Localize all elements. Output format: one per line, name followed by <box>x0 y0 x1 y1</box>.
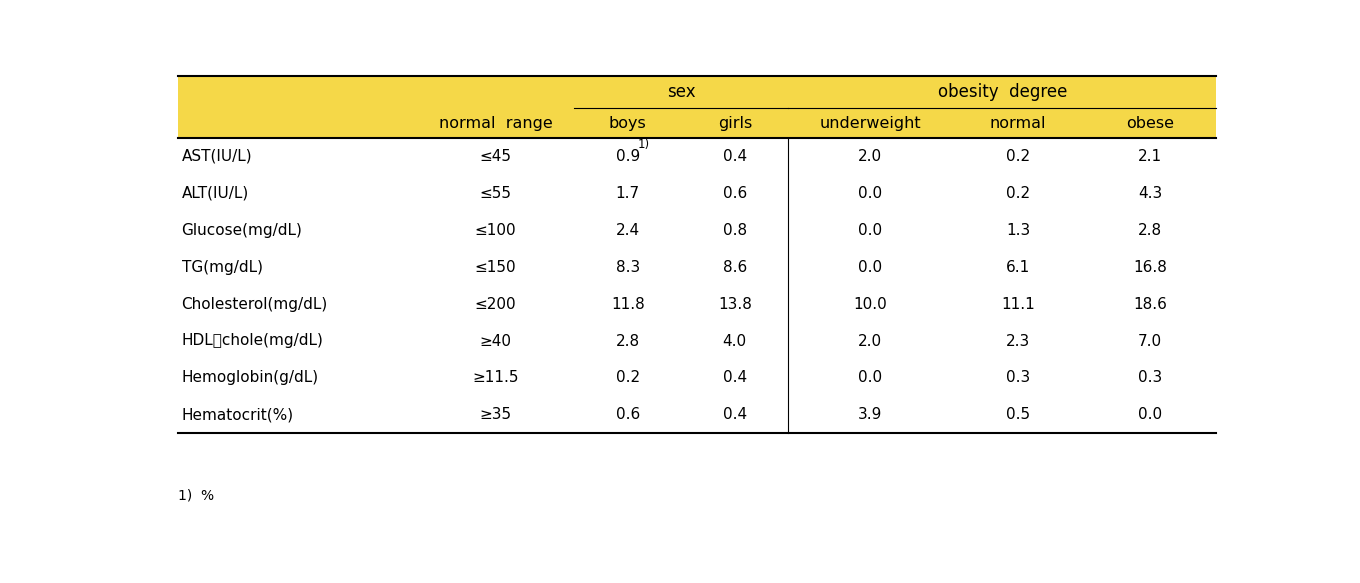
Text: ≤100: ≤100 <box>475 223 517 238</box>
Text: 0.2: 0.2 <box>1006 149 1030 164</box>
Text: ALT(IU/L): ALT(IU/L) <box>182 185 249 201</box>
Text: 8.6: 8.6 <box>722 259 747 275</box>
Text: 0.6: 0.6 <box>722 185 747 201</box>
Text: 0.3: 0.3 <box>1138 370 1163 385</box>
Text: Glucose(mg/dL): Glucose(mg/dL) <box>182 223 302 238</box>
Text: sex: sex <box>666 83 695 101</box>
Text: ≥11.5: ≥11.5 <box>472 370 520 385</box>
Bar <box>178 248 1216 286</box>
Text: 0.0: 0.0 <box>1138 408 1163 423</box>
Text: TG(mg/dL): TG(mg/dL) <box>182 259 262 275</box>
Text: 0.3: 0.3 <box>1006 370 1030 385</box>
Text: ≤200: ≤200 <box>475 297 517 311</box>
Text: 0.4: 0.4 <box>722 149 747 164</box>
Text: 1.7: 1.7 <box>616 185 639 201</box>
Text: 0.9: 0.9 <box>616 149 641 164</box>
Text: 0.0: 0.0 <box>858 185 883 201</box>
Text: 0.8: 0.8 <box>722 223 747 238</box>
Text: HDL－chole(mg/dL): HDL－chole(mg/dL) <box>182 333 324 349</box>
Text: 0.0: 0.0 <box>858 259 883 275</box>
Text: Hemoglobin(g/dL): Hemoglobin(g/dL) <box>182 370 318 385</box>
Bar <box>178 76 1216 138</box>
Text: 10.0: 10.0 <box>853 297 887 311</box>
Text: 3.9: 3.9 <box>858 408 883 423</box>
Text: 0.2: 0.2 <box>616 370 639 385</box>
Text: obese: obese <box>1126 115 1174 131</box>
Text: 2.4: 2.4 <box>616 223 639 238</box>
Text: AST(IU/L): AST(IU/L) <box>182 149 252 164</box>
Text: 0.0: 0.0 <box>858 223 883 238</box>
Text: Hematocrit(%): Hematocrit(%) <box>182 408 294 423</box>
Text: 0.5: 0.5 <box>1006 408 1030 423</box>
Bar <box>178 322 1216 360</box>
Text: 2.0: 2.0 <box>858 333 883 349</box>
Bar <box>178 286 1216 322</box>
Text: 11.1: 11.1 <box>1001 297 1035 311</box>
Text: boys: boys <box>609 115 646 131</box>
Bar <box>178 396 1216 433</box>
Bar <box>178 138 1216 175</box>
Text: 0.2: 0.2 <box>1006 185 1030 201</box>
Text: ≥35: ≥35 <box>480 408 511 423</box>
Text: 2.8: 2.8 <box>1138 223 1163 238</box>
Text: 1.3: 1.3 <box>1006 223 1030 238</box>
Text: 0.4: 0.4 <box>722 370 747 385</box>
Text: 6.1: 6.1 <box>1006 259 1030 275</box>
Text: 2.3: 2.3 <box>1006 333 1030 349</box>
Text: normal  range: normal range <box>439 115 552 131</box>
Text: 0.0: 0.0 <box>858 370 883 385</box>
Text: Cholesterol(mg/dL): Cholesterol(mg/dL) <box>182 297 328 311</box>
Text: 8.3: 8.3 <box>616 259 641 275</box>
Text: 4.3: 4.3 <box>1138 185 1163 201</box>
Text: ≥40: ≥40 <box>480 333 511 349</box>
Text: 2.1: 2.1 <box>1138 149 1163 164</box>
Text: 0.6: 0.6 <box>616 408 641 423</box>
Text: 2.0: 2.0 <box>858 149 883 164</box>
Text: girls: girls <box>718 115 752 131</box>
Bar <box>178 360 1216 396</box>
Text: normal: normal <box>990 115 1046 131</box>
Text: 11.8: 11.8 <box>611 297 645 311</box>
Text: 1): 1) <box>638 138 650 151</box>
Text: obesity  degree: obesity degree <box>937 83 1068 101</box>
Text: 7.0: 7.0 <box>1138 333 1163 349</box>
Text: 4.0: 4.0 <box>722 333 747 349</box>
Bar <box>178 175 1216 212</box>
Text: 13.8: 13.8 <box>718 297 752 311</box>
Text: 16.8: 16.8 <box>1133 259 1167 275</box>
Text: underweight: underweight <box>819 115 921 131</box>
Text: 2.8: 2.8 <box>616 333 639 349</box>
Text: ≤150: ≤150 <box>475 259 517 275</box>
Text: 1)  %: 1) % <box>178 489 214 503</box>
Text: ≤45: ≤45 <box>480 149 511 164</box>
Text: 0.4: 0.4 <box>722 408 747 423</box>
Text: 18.6: 18.6 <box>1133 297 1167 311</box>
Text: ≤55: ≤55 <box>480 185 511 201</box>
Bar <box>178 212 1216 248</box>
